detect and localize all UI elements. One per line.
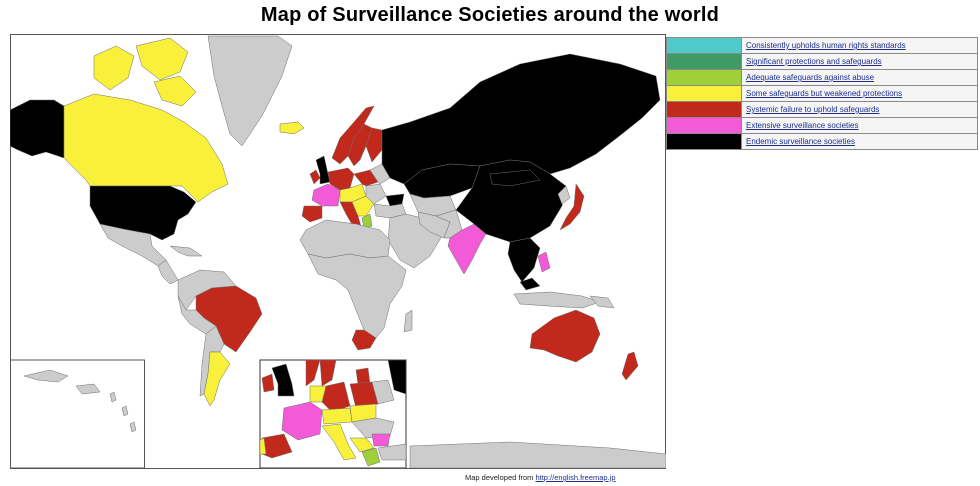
philippines [537,251,551,273]
norway [331,105,375,165]
madagascar [403,309,413,333]
inset-baltics [355,367,371,385]
inset-france [281,401,323,441]
inset-hungary-romania [351,417,395,439]
inset-ireland [261,373,275,393]
legend-swatch [666,85,742,102]
canada [63,93,229,203]
legend-swatch [666,37,742,54]
legend-row: Consistently upholds human rights standa… [666,37,978,54]
balkans [351,195,375,217]
southeast-asia [507,237,541,283]
poland-baltics [353,169,379,187]
eastern-europe [369,163,391,185]
legend-row: Adequate safeguards against abuse [666,69,978,86]
legend-row: Endemic surveillance societies [666,133,978,150]
greenland [207,35,293,147]
credit-link[interactable]: http://english.freemap.jp [535,473,616,482]
inset-turkey [377,443,407,461]
legend-label[interactable]: Significant protections and safeguards [741,53,978,70]
inset-belarus [371,379,395,405]
caribbean [169,245,203,257]
malaysia [519,277,541,291]
inset-balkans [349,437,375,453]
map-title: Map of Surveillance Societies around the… [260,4,720,26]
inset-sweden [319,359,337,387]
inset-norway [305,359,321,387]
japan [559,183,585,231]
papua [589,295,615,309]
inset-portugal [259,437,267,455]
inset-italy [321,423,357,461]
legend-swatch [666,53,742,70]
legend-row: Extensive surveillance societies [666,117,978,134]
africa-central [307,253,407,339]
argentina [203,351,231,407]
india [447,223,487,275]
antarctica [409,441,666,469]
iceland [279,121,305,135]
canada-north-islands [153,75,197,107]
world-map [10,34,666,469]
indonesia [513,291,601,309]
spain-portugal [301,205,323,223]
south-africa [351,329,377,351]
legend-swatch [666,69,742,86]
legend-label[interactable]: Extensive surveillance societies [741,117,978,134]
inset-islands [109,391,137,433]
alaska [10,99,65,159]
legend-label[interactable]: Consistently upholds human rights standa… [741,37,978,54]
inset-russia [387,359,407,395]
legend-swatch [666,101,742,118]
legend-swatch [666,117,742,134]
new-zealand [621,351,639,381]
france [311,183,341,207]
mongolia [489,169,541,187]
inset-uk [271,363,295,397]
inset-switzerland-austria [321,407,353,425]
australia [529,309,601,363]
legend-swatch [666,133,742,150]
legend-row: Significant protections and safeguards [666,53,978,70]
greece [361,213,373,229]
inset-bulgaria [371,433,391,447]
legend-label[interactable]: Endemic surveillance societies [741,133,978,150]
legend-label[interactable]: Some safeguards but weakened protections [741,85,978,102]
credit-prefix: Map developed from [465,473,536,482]
legend-row: Systemic failure to uphold safeguards [666,101,978,118]
map-credit: Map developed from http://english.freema… [465,473,616,482]
canada-arctic-islands [93,45,135,91]
inset-greece [361,447,381,467]
russia [381,53,661,185]
inset-netherlands [309,385,327,403]
inset-hispaniola [75,383,101,395]
korea [557,185,571,205]
romania [365,183,387,205]
legend-label[interactable]: Systemic failure to uphold safeguards [741,101,978,118]
legend-label[interactable]: Adequate safeguards against abuse [741,69,978,86]
inset-cuba [23,369,69,383]
canada-baffin-island [135,37,189,81]
legend-row: Some safeguards but weakened protections [666,85,978,102]
legend: Consistently upholds human rights standa… [666,37,978,150]
